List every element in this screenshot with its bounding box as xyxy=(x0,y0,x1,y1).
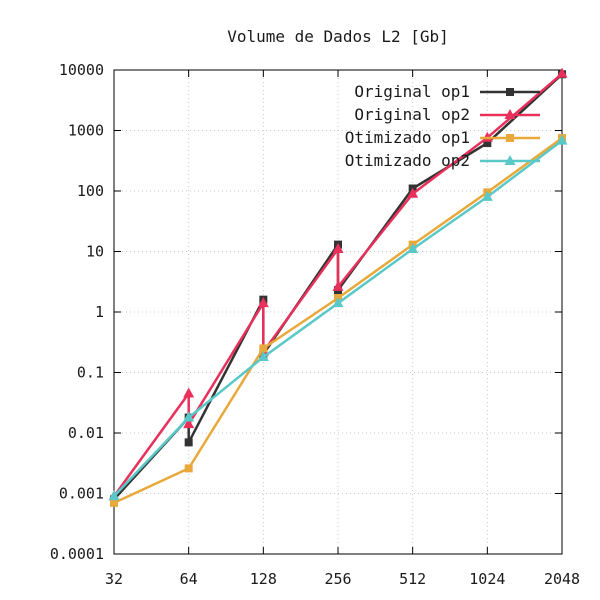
data-point xyxy=(504,109,516,119)
x-tick-label: 256 xyxy=(324,570,351,588)
data-point xyxy=(332,242,344,253)
data-point xyxy=(332,297,344,308)
axis-ticks: 32 64 128 256 512 1024 2048 0.0001 0.001 0.01 0.1 1… xyxy=(50,61,580,588)
x-tick-label: 2048 xyxy=(544,570,580,588)
series-line xyxy=(113,137,563,505)
series-line xyxy=(112,72,563,498)
data-point xyxy=(184,464,193,473)
x-tick-label: 128 xyxy=(250,570,277,588)
legend-label: Original op1 xyxy=(354,82,470,101)
y-tick-label: 10000 xyxy=(59,61,104,79)
y-tick-label: 0.01 xyxy=(68,424,104,442)
data-point xyxy=(108,490,120,501)
data-point xyxy=(257,297,269,308)
data-point xyxy=(257,351,269,362)
data-point xyxy=(483,139,492,148)
data-point xyxy=(506,134,514,142)
y-tick-label: 1 xyxy=(95,303,104,321)
data-point xyxy=(556,67,568,78)
data-point xyxy=(183,418,195,429)
y-tick-label: 1000 xyxy=(68,122,104,140)
data-point xyxy=(184,438,193,447)
chart-title: Volume de Dados L2 [Gb] xyxy=(227,27,449,46)
legend-label: Original op2 xyxy=(354,105,470,124)
y-tick-label: 0.1 xyxy=(77,364,104,382)
data-point xyxy=(504,155,516,165)
data-point xyxy=(481,190,493,201)
data-point xyxy=(110,498,118,507)
x-tick-label: 32 xyxy=(105,570,123,588)
data-point xyxy=(332,280,344,291)
data-point xyxy=(407,242,419,253)
data-point xyxy=(259,344,268,353)
y-tick-label: 10 xyxy=(86,243,104,261)
series-layer xyxy=(108,67,568,507)
data-point xyxy=(183,387,195,398)
legend-label: Otimizado op2 xyxy=(345,151,470,170)
data-point xyxy=(183,411,195,422)
legend-label: Otimizado op1 xyxy=(345,128,470,147)
x-tick-label: 512 xyxy=(399,570,426,588)
legend: Original op1 Original op2 Otimizado op1 Oti… xyxy=(345,82,540,170)
data-point xyxy=(506,88,514,96)
x-tick-label: 1024 xyxy=(469,570,505,588)
data-point xyxy=(407,187,419,198)
y-tick-label: 100 xyxy=(77,182,104,200)
y-tick-label: 0.001 xyxy=(59,485,104,503)
series-4 xyxy=(108,134,568,501)
x-tick-label: 64 xyxy=(180,570,198,588)
y-tick-label: 0.0001 xyxy=(50,545,104,563)
data-point xyxy=(556,134,568,145)
grid xyxy=(114,70,562,554)
